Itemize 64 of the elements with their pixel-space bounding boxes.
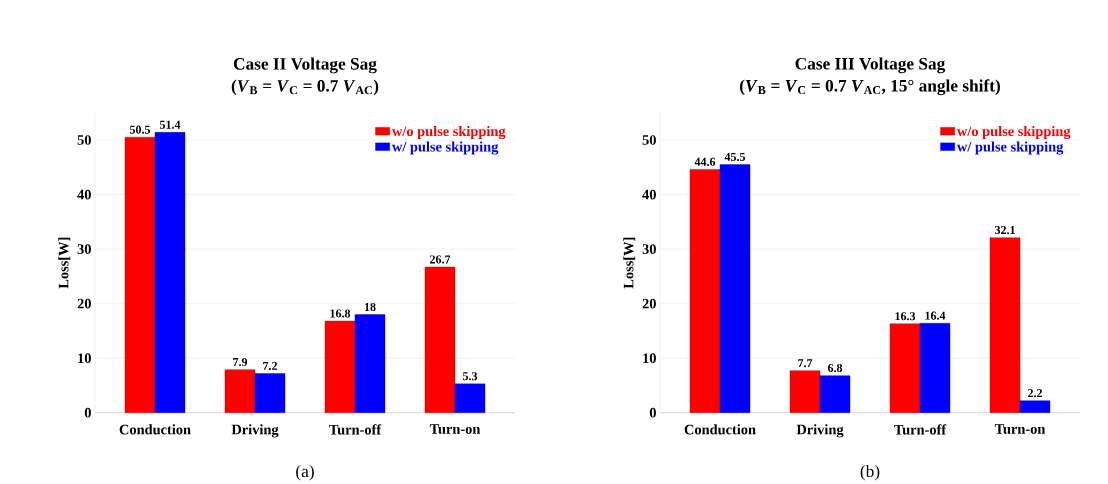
bar <box>819 375 851 413</box>
legend-label: w/ pulse skipping <box>392 141 499 155</box>
data-label: 44.6 <box>694 157 716 166</box>
bar <box>454 383 486 413</box>
y-tick-label: 50 <box>642 135 656 145</box>
legend-label: w/o pulse skipping <box>957 125 1071 140</box>
x-tick-label: Driving <box>796 424 844 438</box>
text: (V$_{B}$ = V$_{C}$ = 0.7 V$_{AC}$, 15° angle shift) <box>740 79 1000 96</box>
y-tick-label: 20 <box>77 298 91 309</box>
bar <box>789 370 821 413</box>
bar <box>1019 400 1051 413</box>
x-tick-label: Turn-off <box>329 424 382 435</box>
data-label: 5.3 <box>462 372 478 381</box>
bar <box>224 369 256 413</box>
chart-title: Case II Voltage Sag <box>233 57 377 74</box>
bar <box>889 323 921 413</box>
data-label: 45.5 <box>724 152 746 162</box>
text: (a) <box>296 464 314 481</box>
x-tick-label: Turn-off <box>894 424 947 435</box>
bar <box>424 266 456 413</box>
data-label: 51.4 <box>159 120 181 129</box>
chart-title: Case III Voltage Sag <box>795 57 946 74</box>
data-label: 18 <box>364 302 376 312</box>
y-tick-label: 50 <box>77 135 91 145</box>
data-label: 16.4 <box>925 311 946 320</box>
x-tick-label: Turn-on <box>994 424 1046 434</box>
data-label: 16.3 <box>895 312 916 321</box>
bar <box>324 320 356 413</box>
bar <box>689 169 721 413</box>
y-tick-label: 10 <box>643 353 656 364</box>
data-label: 16.8 <box>330 309 351 318</box>
data-label: 7.7 <box>798 359 813 368</box>
y-tick-label: 20 <box>642 298 656 309</box>
y-tick-label: 40 <box>642 189 656 200</box>
legend-label: w/o pulse skipping <box>392 125 506 140</box>
legend-label: w/ pulse skipping <box>957 141 1064 155</box>
y-axis-title: Loss[W] <box>58 237 71 289</box>
y-tick-label: 30 <box>642 244 656 254</box>
data-label: 7.2 <box>263 361 277 370</box>
y-tick-label: 0 <box>84 407 91 418</box>
y-tick-label: 30 <box>77 244 91 254</box>
text: (V$_{B}$ = V$_{C}$ = 0.7 V$_{AC}$) <box>231 79 379 96</box>
y-axis-title: Loss[W] <box>623 237 636 289</box>
bar <box>354 314 386 413</box>
y-tick-label: 0 <box>649 407 656 418</box>
bar <box>989 237 1021 413</box>
x-tick-label: Conduction <box>684 424 756 435</box>
y-tick-label: 40 <box>77 189 91 200</box>
y-tick-label: 10 <box>78 353 91 364</box>
x-tick-label: Conduction <box>119 424 191 435</box>
data-label: 32.1 <box>994 226 1015 235</box>
x-tick-label: Turn-on <box>429 424 481 434</box>
data-label: 6.8 <box>827 364 843 373</box>
bar <box>919 323 951 413</box>
bar <box>719 164 751 413</box>
bar <box>154 132 186 413</box>
data-label: 2.2 <box>1028 389 1042 398</box>
x-tick-label: Driving <box>231 424 279 438</box>
text: (b) <box>860 464 880 481</box>
bar <box>124 137 156 413</box>
bar <box>254 373 286 413</box>
data-label: 50.5 <box>129 125 151 134</box>
data-label: 26.7 <box>430 255 451 264</box>
data-label: 7.9 <box>233 358 248 367</box>
